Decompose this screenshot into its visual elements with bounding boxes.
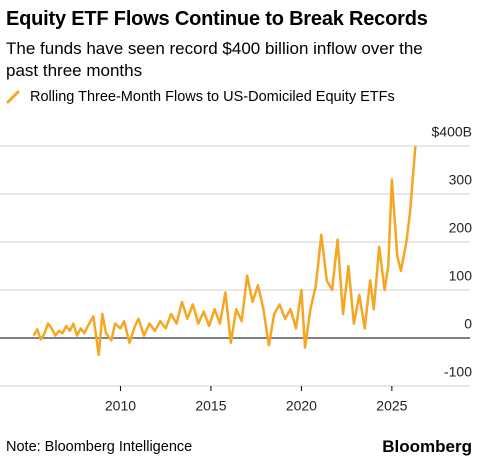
note: Note: Bloomberg Intelligence: [6, 439, 193, 455]
x-tick-label: 2025: [376, 398, 407, 414]
legend-swatch: [6, 90, 20, 104]
y-tick-label: 100: [449, 268, 473, 284]
y-tick-label: 0: [464, 316, 472, 332]
series-line: [32, 145, 417, 357]
y-tick-label: 300: [449, 172, 473, 188]
y-tick-label: 200: [449, 220, 473, 236]
y-tick-label: -100: [444, 364, 472, 380]
legend: Rolling Three-Month Flows to US-Domicile…: [6, 89, 395, 105]
x-tick-label: 2010: [105, 398, 136, 414]
legend-label: Rolling Three-Month Flows to US-Domicile…: [30, 89, 395, 105]
chart-subtitle: The funds have seen record $400 billion …: [6, 39, 423, 80]
source: Bloomberg: [382, 437, 472, 456]
chart-title: Equity ETF Flows Continue to Break Recor…: [6, 8, 428, 30]
x-tick-label: 2020: [286, 398, 317, 414]
y-tick-label: $400B: [432, 124, 472, 140]
x-tick-label: 2015: [195, 398, 226, 414]
chart: $400B 300 200 100 0 -100 2010 2015 2020 2025: [0, 124, 473, 414]
